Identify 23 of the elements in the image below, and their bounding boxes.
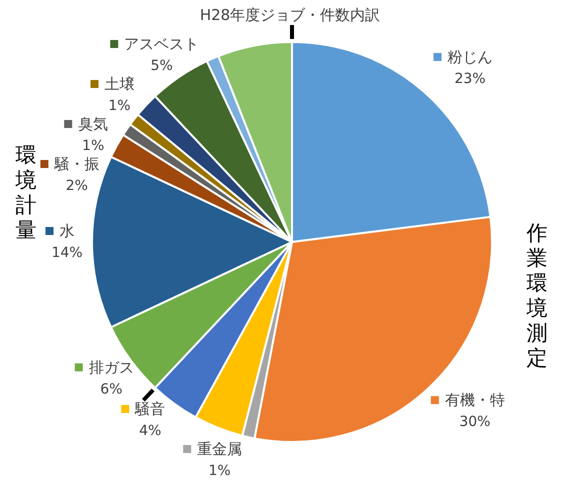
legend-label: 重金属 (197, 440, 242, 458)
data-label: 14% (51, 245, 83, 261)
data-label: 30% (459, 414, 490, 430)
data-label: 1% (208, 463, 231, 479)
data-label: 23% (454, 70, 486, 87)
data-label: 1% (82, 138, 104, 154)
data-label: 6% (100, 381, 122, 398)
data-label: 1% (108, 98, 131, 114)
chart-title: H28年度ジョブ・件数内訳 (200, 6, 380, 24)
legend-label: 騒音 (134, 400, 166, 418)
legend-label: 騒・振 (53, 155, 100, 173)
legend-label: 土壌 (104, 75, 135, 93)
data-label: 2% (66, 178, 88, 194)
text: 作業環境測定 (526, 221, 548, 370)
legend-label: 粉じん (448, 48, 493, 66)
text: 環境計量 (14, 143, 36, 242)
data-label: 5% (150, 58, 173, 74)
legend-label: 水 (60, 222, 74, 240)
legend-label: 有機・特 (444, 391, 505, 410)
legend-label: アスベスト (124, 35, 200, 53)
data-label: 4% (139, 423, 162, 439)
legend-label: 排ガス (88, 358, 134, 376)
legend-label: 臭気 (78, 115, 108, 133)
